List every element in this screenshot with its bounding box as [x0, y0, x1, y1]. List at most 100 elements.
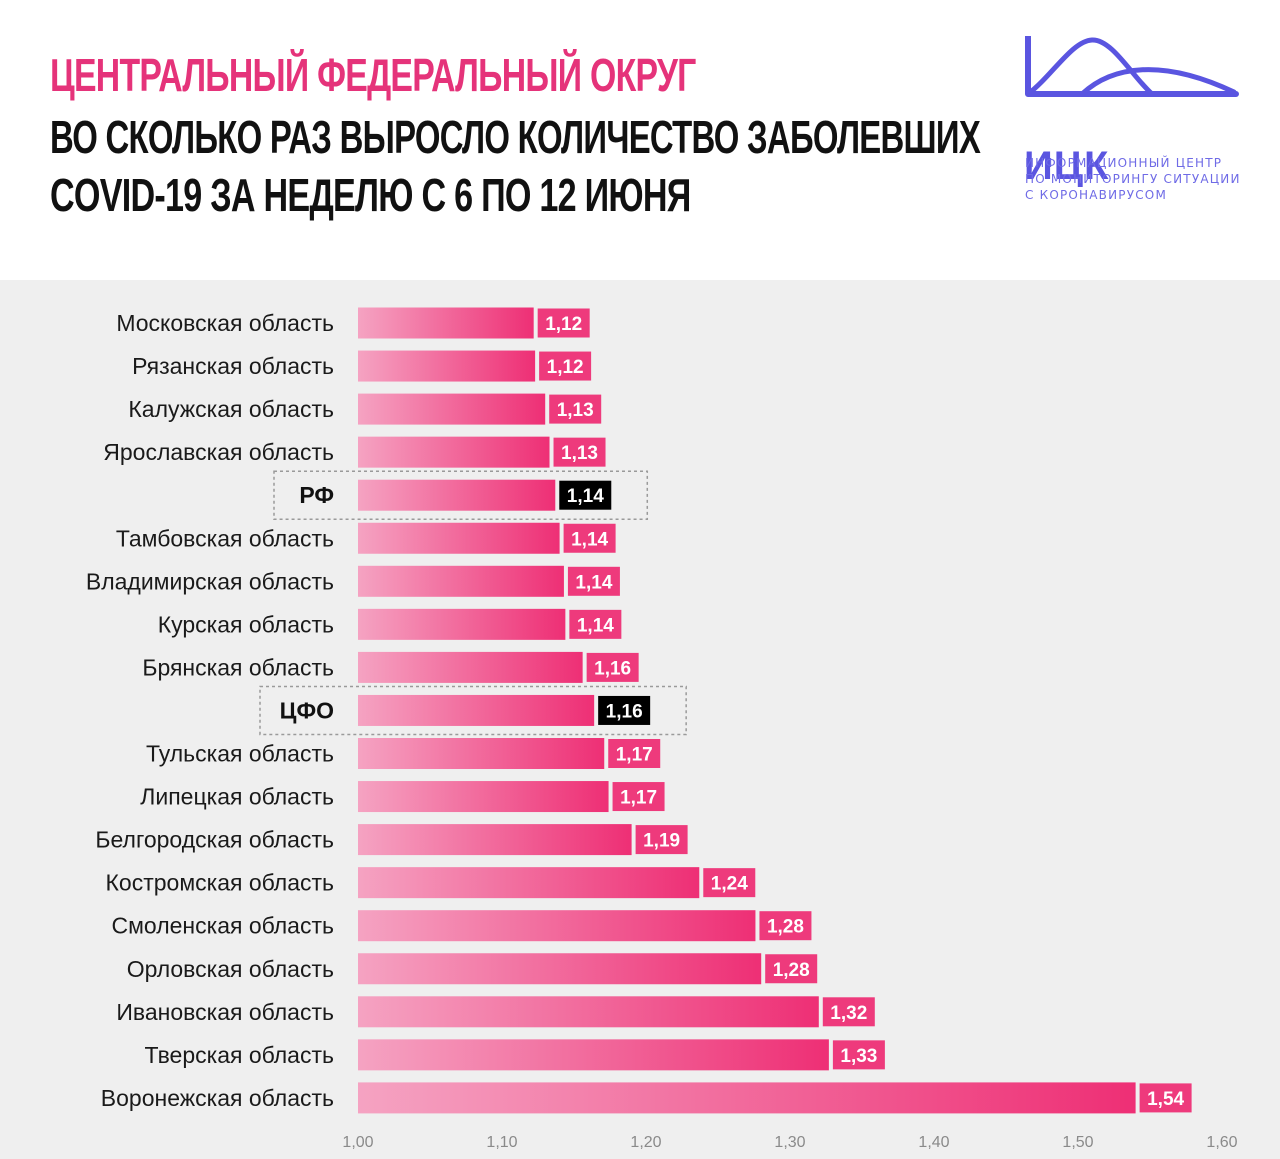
category-label: Костромская область [106, 870, 335, 896]
chart-panel: Московская область 1,12 Рязанская область 1… [0, 280, 1280, 1159]
bar [358, 824, 632, 856]
value-box [1139, 1083, 1192, 1113]
row-3: Калужская область 1,13 [128, 393, 602, 425]
bar [358, 522, 560, 554]
value-label: 1,32 [830, 1003, 867, 1024]
category-label: Тверская область [145, 1042, 334, 1068]
row-5: РФ 1,14 [273, 470, 649, 520]
value-box [569, 609, 622, 639]
row-19: Воронежская область 1,54 [101, 1082, 1192, 1114]
value-box [586, 652, 639, 682]
row-9: Брянская область 1,16 [142, 651, 639, 683]
bar [358, 608, 566, 640]
bar [358, 565, 564, 597]
bar [358, 867, 700, 899]
mountain-curve-logo-icon [1025, 36, 1239, 97]
category-label: Ивановская область [116, 999, 334, 1025]
value-box [635, 825, 688, 855]
value-box [832, 1040, 885, 1070]
category-label: ЦФО [280, 697, 334, 723]
bar [358, 479, 556, 511]
value-label: 1,28 [773, 960, 810, 981]
bars-layer: Московская область 1,12 Рязанская область 1… [86, 307, 1192, 1114]
category-label: Курская область [158, 611, 334, 637]
highlight-frame [259, 685, 687, 736]
value-label: 1,14 [571, 529, 608, 550]
value-box [759, 911, 812, 941]
bar [358, 996, 819, 1028]
value-box [822, 997, 875, 1027]
value-box [765, 954, 818, 984]
row-18: Тверская область 1,33 [145, 1039, 885, 1071]
row-14: Костромская область 1,24 [106, 867, 756, 899]
row-13: Белгородская область 1,19 [95, 824, 688, 856]
bar [358, 1039, 829, 1071]
category-label: Воронежская область [101, 1085, 334, 1111]
row-4: Ярославская область 1,13 [103, 436, 606, 468]
category-label: Липецкая область [140, 784, 334, 810]
value-label: 1,19 [643, 831, 680, 852]
value-box [567, 566, 620, 596]
row-15: Смоленская область 1,28 [112, 910, 812, 942]
category-label: Белгородская область [95, 827, 334, 853]
category-label: Тамбовская область [116, 525, 334, 551]
value-label: 1,16 [594, 658, 631, 679]
header: ЦЕНТРАЛЬНЫЙ ФЕДЕРАЛЬНЫЙ ОКРУГ ВО СКОЛЬКО… [0, 0, 1280, 280]
bar-chart: Московская область 1,12 Рязанская область 1… [86, 307, 1238, 1151]
logo-subtitle-2: ПО МОНИТОРИНГУ СИТУАЦИИ [1025, 172, 1241, 186]
value-box [612, 782, 665, 812]
x-tick-label: 1,40 [918, 1134, 949, 1151]
row-1: Московская область 1,12 [116, 307, 590, 339]
category-label: Тульская область [146, 741, 334, 767]
highlight-frame [273, 470, 649, 520]
x-tick-label: 1,20 [630, 1134, 661, 1151]
bar [358, 393, 546, 425]
category-label: Калужская область [128, 396, 334, 422]
value-label: 1,28 [767, 917, 804, 938]
x-tick-label: 1,30 [774, 1134, 805, 1151]
value-box [563, 523, 616, 553]
value-label: 1,24 [711, 874, 748, 895]
value-label: 1,17 [616, 745, 653, 766]
x-tick-label: 1,50 [1062, 1134, 1093, 1151]
x-tick-label: 1,00 [342, 1134, 373, 1151]
row-6: Тамбовская область 1,14 [116, 522, 616, 554]
row-8: Курская область 1,14 [158, 608, 622, 640]
row-2: Рязанская область 1,12 [132, 350, 592, 382]
row-12: Липецкая область 1,17 [140, 781, 665, 813]
category-label: Московская область [116, 310, 334, 336]
bar [358, 694, 595, 726]
value-box [539, 351, 592, 381]
bar [358, 651, 583, 683]
row-7: Владимирская область 1,14 [86, 565, 620, 597]
bar [358, 953, 762, 985]
bar [358, 910, 756, 942]
row-17: Ивановская область 1,32 [116, 996, 875, 1028]
logo-abbr: ИЦК [1024, 144, 1110, 188]
category-label: Орловская область [127, 956, 334, 982]
value-box [598, 695, 651, 725]
value-label: 1,33 [840, 1046, 877, 1067]
value-label: 1,12 [545, 314, 582, 335]
bar [358, 738, 605, 769]
value-box [703, 868, 756, 898]
category-label: Брянская область [142, 654, 334, 680]
logo-subtitle-3: С КОРОНАВИРУСОМ [1025, 188, 1168, 202]
value-box [553, 437, 606, 467]
value-box [608, 739, 661, 768]
value-label: 1,13 [557, 400, 594, 421]
logo: ИЦК ИНФОРМАЦИОННЫЙ ЦЕНТР ПО МОНИТОРИНГУ … [1022, 36, 1242, 216]
bar [358, 350, 536, 382]
bar [358, 781, 609, 813]
value-label: 1,14 [567, 486, 604, 507]
value-label: 1,16 [606, 701, 643, 722]
row-10: ЦФО 1,16 [259, 685, 687, 736]
logo-subtitle-1: ИНФОРМАЦИОННЫЙ ЦЕНТР [1025, 156, 1223, 170]
value-box [559, 480, 612, 510]
category-label: Рязанская область [132, 353, 334, 379]
x-tick-label: 1,10 [486, 1134, 517, 1151]
row-11: Тульская область 1,17 [146, 738, 661, 769]
value-label: 1,12 [547, 357, 584, 378]
title-line-2: ВО СКОЛЬКО РАЗ ВЫРОСЛО КОЛИЧЕСТВО ЗАБОЛЕ… [50, 111, 981, 163]
title-line-3: COVID-19 ЗА НЕДЕЛЮ С 6 ПО 12 ИЮНЯ [50, 169, 691, 221]
